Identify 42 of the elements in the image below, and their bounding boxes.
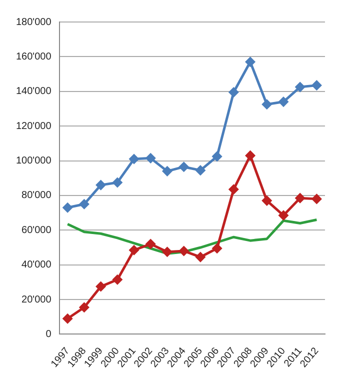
y-tick-label: 160'000 [16, 51, 52, 62]
point [62, 314, 72, 324]
point [212, 152, 222, 162]
point [146, 239, 156, 249]
point [96, 180, 106, 190]
point [312, 80, 322, 90]
point [295, 82, 305, 92]
y-tick-label: 20'000 [22, 294, 52, 306]
point [112, 178, 122, 188]
y-tick-label: 60'000 [22, 224, 52, 236]
point [196, 166, 206, 176]
point [196, 252, 206, 262]
point [262, 100, 272, 110]
point [295, 193, 305, 203]
point [246, 150, 256, 160]
point [162, 247, 172, 257]
y-tick-label: 40'000 [22, 260, 52, 271]
point [179, 162, 189, 172]
point [129, 245, 139, 255]
point [96, 282, 106, 292]
point [179, 246, 189, 256]
point [278, 97, 288, 107]
y-tick-label: 180'000 [16, 16, 52, 28]
y-tick-label: 100'000 [16, 156, 52, 167]
point [278, 210, 288, 220]
point [146, 153, 156, 163]
point [162, 166, 172, 176]
point [62, 202, 72, 212]
point [262, 196, 272, 206]
point [228, 184, 238, 194]
y-tick-label: 80'000 [22, 190, 52, 202]
y-tick-label: 120'000 [16, 120, 52, 132]
point [79, 199, 89, 209]
y-tick-label: 0 [46, 328, 52, 340]
point [246, 57, 256, 67]
point [228, 88, 238, 98]
point [212, 244, 222, 254]
point [112, 274, 122, 284]
point [129, 154, 139, 164]
point [312, 194, 322, 204]
point [79, 302, 89, 312]
y-tick-label: 140'000 [16, 86, 52, 98]
